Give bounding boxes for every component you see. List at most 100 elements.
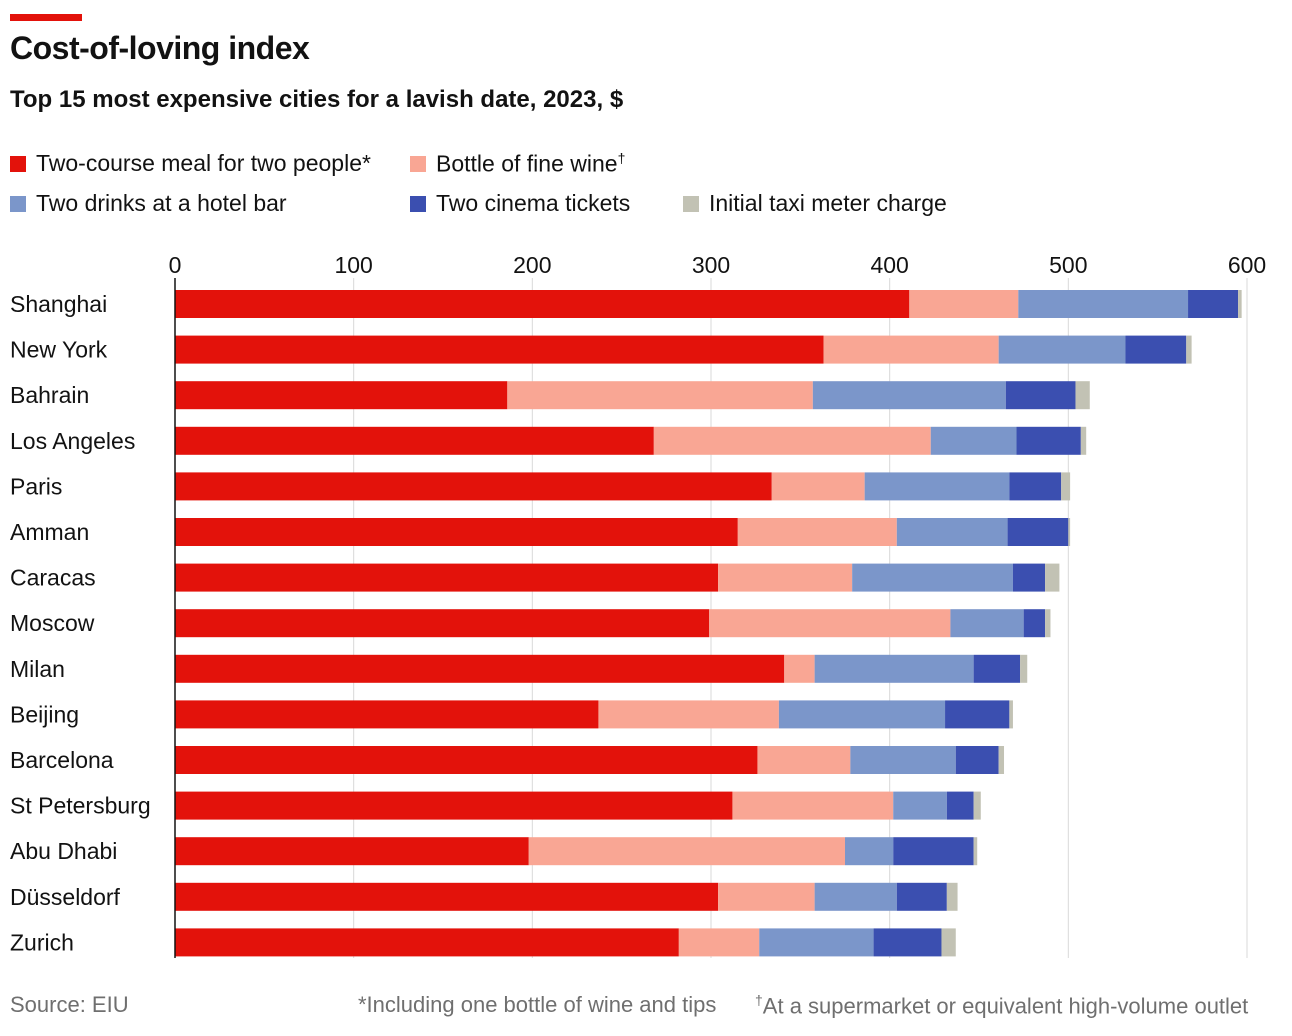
bar-segment-los-angeles-1 (653, 426, 931, 455)
bar-segment-moscow-2 (950, 609, 1024, 638)
bar-segment-moscow-3 (1023, 609, 1046, 638)
bar-segment-barcelona-4 (998, 746, 1005, 774)
bar-segment-amman-0 (175, 518, 738, 546)
bar-segment-zurich-4 (941, 928, 956, 957)
bar-segment-moscow-0 (175, 609, 710, 638)
bar-segment-amman-1 (737, 518, 897, 546)
bar-segment-barcelona-0 (175, 746, 758, 774)
bar-segment-bahrain-4 (1075, 381, 1090, 410)
x-tick-label-500: 500 (1049, 252, 1087, 278)
chart-title: Cost-of-loving index (10, 30, 310, 66)
bar-segment-st-petersburg-2 (893, 791, 947, 820)
bar-segment-shanghai-4 (1238, 290, 1242, 318)
bar-segment-los-angeles-3 (1016, 426, 1081, 455)
legend-swatch-hotel-bar (10, 195, 26, 212)
bar-segment-abu-dhabi-4 (973, 837, 978, 866)
legend-label-wine-dagger: † (617, 150, 626, 166)
bar-segment-beijing-0 (175, 700, 599, 729)
legend-label-meal: Two-course meal for two people* (36, 150, 371, 176)
bar-segment-d-sseldorf-3 (896, 882, 947, 911)
bar-segment-bahrain-2 (812, 381, 1006, 410)
bar-segment-caracas-3 (1012, 563, 1046, 592)
legend-label-wine-wrap: Bottle of fine wine† (436, 150, 625, 178)
bar-segment-abu-dhabi-2 (845, 837, 894, 866)
bar-segment-zurich-2 (759, 928, 874, 957)
bar-segment-beijing-2 (778, 700, 946, 729)
bar-segment-los-angeles-2 (930, 426, 1017, 455)
bar-segment-abu-dhabi-0 (175, 837, 529, 866)
category-label: Beijing (10, 701, 79, 727)
bar-segment-barcelona-3 (955, 746, 999, 774)
bar-segment-los-angeles-0 (175, 426, 654, 455)
category-label: Zurich (10, 929, 74, 955)
bar-segment-zurich-3 (873, 928, 942, 957)
bar-segment-bahrain-3 (1005, 381, 1076, 410)
bar-segment-beijing-4 (1009, 700, 1013, 729)
bar-segment-st-petersburg-0 (175, 791, 733, 820)
bar-segment-caracas-4 (1045, 563, 1060, 592)
legend-label-cinema: Two cinema tickets (436, 190, 631, 216)
bar-segment-abu-dhabi-1 (528, 837, 845, 866)
footnote-wine-dagger: † (755, 992, 763, 1008)
x-tick-label-100: 100 (334, 252, 372, 278)
bar-segment-paris-3 (1009, 472, 1062, 501)
bar-segment-d-sseldorf-1 (718, 882, 815, 911)
legend-item-hotel-bar: Two drinks at a hotel bar (10, 190, 287, 217)
category-label: Abu Dhabi (10, 838, 117, 864)
legend-swatch-wine (410, 155, 426, 172)
footnote-meal: *Including one bottle of wine and tips (358, 992, 717, 1017)
bar-segment-shanghai-1 (909, 290, 1019, 318)
legend-swatch-cinema (410, 195, 426, 212)
bar-segment-milan-1 (784, 654, 815, 683)
category-label: Bahrain (10, 382, 89, 408)
bar-segment-new-york-4 (1186, 335, 1192, 364)
chart-subtitle: Top 15 most expensive cities for a lavis… (10, 86, 624, 113)
legend-item-taxi: Initial taxi meter charge (683, 190, 947, 217)
bar-segment-caracas-0 (175, 563, 719, 592)
bar-segment-caracas-2 (852, 563, 1013, 592)
bar-segment-shanghai-0 (175, 290, 910, 318)
category-label: Los Angeles (10, 428, 135, 454)
brand-rule (10, 14, 82, 21)
bar-segment-new-york-1 (823, 335, 999, 364)
bar-segment-moscow-4 (1045, 609, 1051, 638)
bar-segment-shanghai-3 (1188, 290, 1239, 318)
legend-item-wine: Bottle of fine wine† (410, 150, 625, 178)
x-tick-label-300: 300 (692, 252, 730, 278)
category-label: Caracas (10, 565, 96, 591)
x-tick-label-200: 200 (513, 252, 551, 278)
legend-swatch-taxi (683, 195, 699, 212)
bar-segment-new-york-3 (1125, 335, 1187, 364)
source-note: Source: EIU (10, 992, 129, 1017)
bar-segment-bahrain-1 (507, 381, 813, 410)
bar-segment-moscow-1 (709, 609, 951, 638)
bar-segment-d-sseldorf-2 (814, 882, 897, 911)
bar-segment-beijing-1 (598, 700, 779, 729)
category-label: Milan (10, 656, 65, 682)
footnote-wine: †At a supermarket or equivalent high-vol… (755, 992, 1248, 1019)
bar-segment-los-angeles-4 (1080, 426, 1087, 455)
bar-segment-milan-0 (175, 654, 785, 683)
bar-segment-zurich-1 (678, 928, 760, 957)
bar-segment-paris-1 (771, 472, 865, 501)
category-label: New York (10, 337, 108, 363)
bar-segment-shanghai-2 (1018, 290, 1189, 318)
bar-segment-new-york-0 (175, 335, 824, 364)
bar-segment-abu-dhabi-3 (893, 837, 974, 866)
bar-segment-paris-2 (864, 472, 1010, 501)
bar-segment-milan-2 (814, 654, 974, 683)
bar-segment-milan-4 (1020, 654, 1028, 683)
bar-segment-milan-3 (973, 654, 1021, 683)
category-label: Düsseldorf (10, 884, 121, 910)
legend-label-taxi: Initial taxi meter charge (709, 190, 947, 216)
category-label: Barcelona (10, 747, 114, 773)
bar-segment-bahrain-0 (175, 381, 508, 410)
bar-segment-amman-4 (1068, 518, 1071, 546)
stacked-bar-chart: 0 100 200 300 400 500 600 Shanghai New York Bahra… (10, 252, 1266, 958)
legend-item-cinema: Two cinema tickets (410, 190, 630, 217)
bar-segment-paris-0 (175, 472, 772, 501)
bar-segment-new-york-2 (998, 335, 1126, 364)
x-tick-label-400: 400 (870, 252, 908, 278)
bar-segment-d-sseldorf-0 (175, 882, 719, 911)
category-label: St Petersburg (10, 793, 151, 819)
